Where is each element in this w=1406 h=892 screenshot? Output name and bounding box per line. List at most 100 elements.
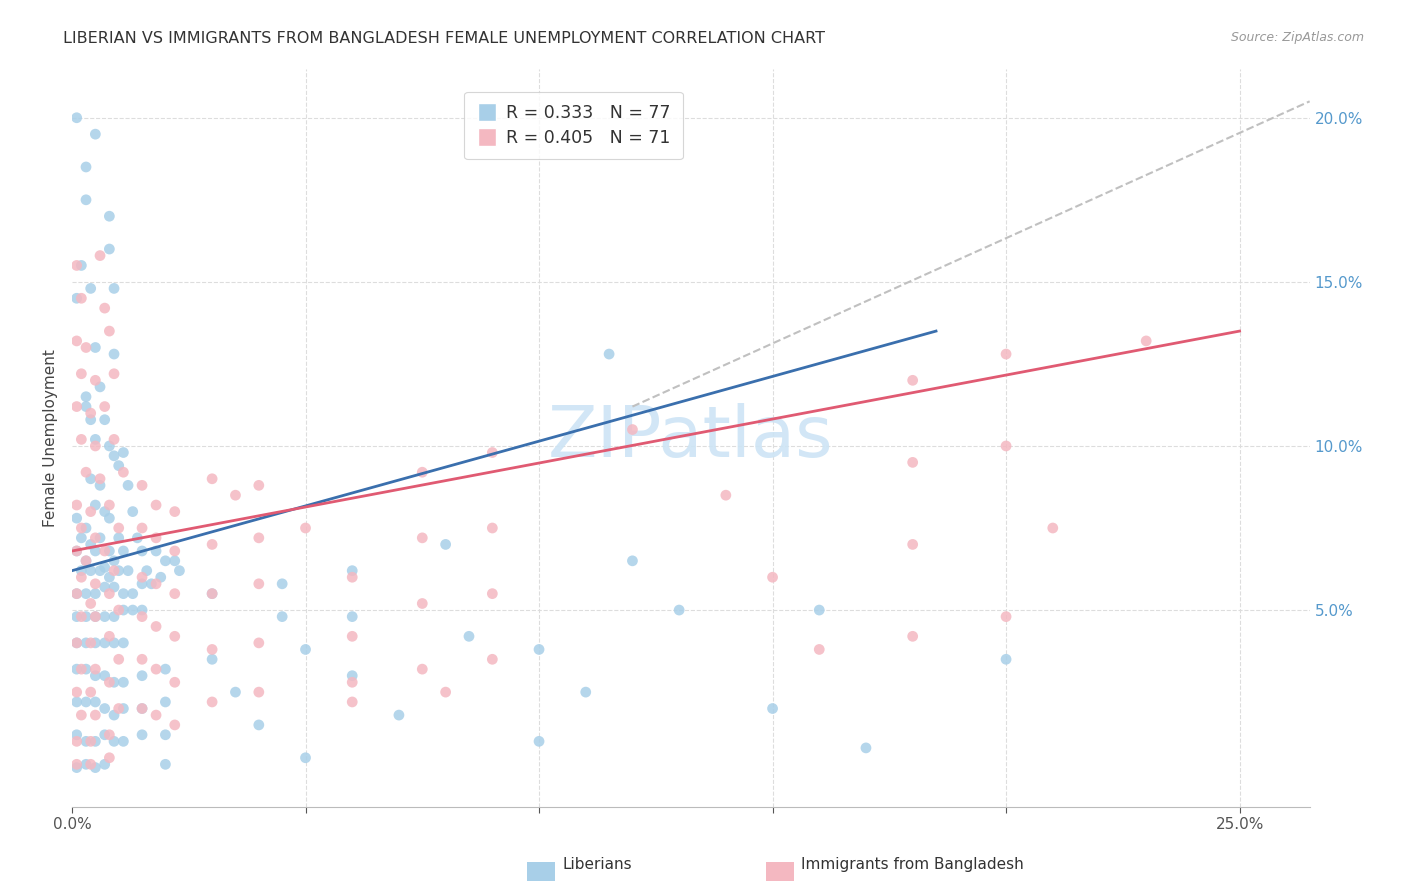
Point [66,761,89,775]
Point [98,324,121,338]
Point [93,609,115,624]
Point [481,587,503,601]
Point [201,642,224,657]
Point [66,544,89,558]
Point [169,564,191,578]
Point [98,570,121,584]
Point [342,564,364,578]
Point [70,433,93,447]
Point [155,554,177,568]
Point [89,531,111,545]
Point [201,652,224,666]
Point [107,458,129,473]
Point [70,662,93,676]
Point [808,603,831,617]
Point [107,531,129,545]
Point [247,718,270,732]
Point [103,708,125,723]
Point [75,521,97,535]
Point [112,544,135,558]
Point [247,576,270,591]
Point [84,662,107,676]
Point [84,636,107,650]
Point [98,728,121,742]
Point [80,597,103,611]
Point [107,564,129,578]
Point [141,576,163,591]
Point [131,570,153,584]
Point [995,652,1018,666]
Point [247,636,270,650]
Point [93,413,115,427]
Point [388,708,411,723]
Point [66,662,89,676]
Y-axis label: Female Unemployment: Female Unemployment [44,349,58,526]
Point [131,609,153,624]
Point [66,685,89,699]
Point [93,636,115,650]
Point [131,728,153,742]
Point [163,505,186,519]
Point [93,400,115,414]
Point [271,576,294,591]
Point [131,478,153,492]
Point [342,669,364,683]
Point [808,642,831,657]
Point [434,685,457,699]
Point [66,734,89,748]
Point [901,629,924,643]
Point [145,576,167,591]
Point [84,531,107,545]
Point [70,259,93,273]
Point [80,564,103,578]
Point [75,465,97,479]
Point [75,695,97,709]
Point [411,531,433,545]
Point [80,734,103,748]
Point [107,652,129,666]
Point [80,413,103,427]
Point [80,406,103,420]
Point [89,478,111,492]
Text: Liberians: Liberians [562,857,633,872]
Point [98,511,121,525]
Point [131,652,153,666]
Point [103,554,125,568]
Point [70,367,93,381]
Point [84,761,107,775]
Point [995,439,1018,453]
Point [93,505,115,519]
Point [1042,521,1064,535]
Point [93,544,115,558]
Point [145,498,167,512]
Point [98,242,121,256]
Point [1135,334,1157,348]
Point [75,390,97,404]
Point [163,718,186,732]
Point [112,701,135,715]
Point [761,701,783,715]
Point [201,587,224,601]
Point [80,537,103,551]
Point [80,685,103,699]
Point [112,675,135,690]
Point [98,498,121,512]
Point [84,498,107,512]
Point [66,728,89,742]
Point [66,544,89,558]
Point [66,636,89,650]
Point [84,373,107,387]
Point [127,531,149,545]
Point [163,554,186,568]
Point [75,609,97,624]
Point [84,576,107,591]
Point [84,669,107,683]
Point [995,609,1018,624]
Point [155,662,177,676]
Point [107,603,129,617]
Point [75,636,97,650]
Point [131,701,153,715]
Point [575,685,598,699]
Point [98,750,121,764]
Point [901,455,924,469]
